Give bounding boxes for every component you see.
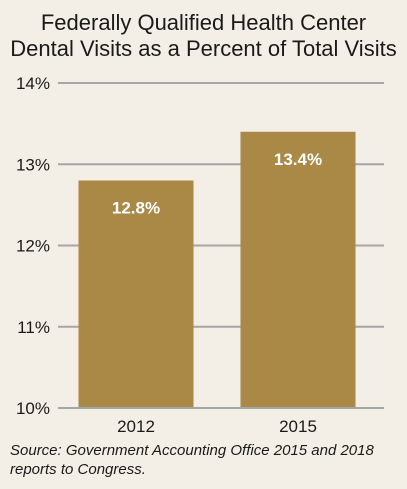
y-tick-label-12: 12% [16, 237, 50, 256]
x-tick-label-2015: 2015 [279, 417, 317, 436]
chart-title-line-2: Dental Visits as a Percent of Total Visi… [10, 36, 397, 61]
data-label-2012: 12.8% [112, 199, 160, 218]
bar-2012 [78, 180, 194, 408]
x-tick-label-2012: 2012 [117, 417, 155, 436]
y-tick-label-11: 11% [17, 318, 50, 337]
data-label-2015: 13.4% [274, 150, 322, 169]
y-tick-label-14: 14% [16, 74, 50, 93]
chart-title: Federally Qualified Health Center Dental… [0, 10, 407, 62]
y-tick-label-10: 10% [16, 399, 50, 418]
y-tick-label-13: 13% [16, 155, 50, 174]
chart-title-line-1: Federally Qualified Health Center [40, 10, 367, 35]
bar-2015 [240, 131, 356, 408]
source-note: Source: Government Accounting Office 201… [10, 442, 374, 478]
